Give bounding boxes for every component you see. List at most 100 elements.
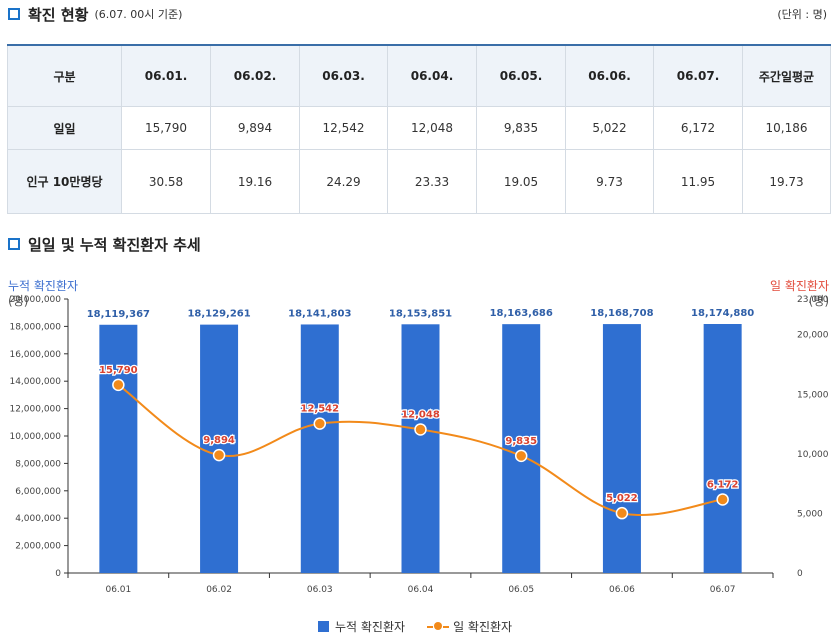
bar-value-label: 18,163,686 xyxy=(490,308,553,319)
line-value-label: 9,835 xyxy=(505,436,537,447)
bar-value-label: 18,129,261 xyxy=(187,309,250,320)
right-tick-label: 5,000 xyxy=(797,509,823,519)
bar xyxy=(200,324,239,573)
left-tick-label: 8,000,000 xyxy=(15,459,61,469)
bar xyxy=(401,324,440,573)
bar xyxy=(502,324,541,573)
left-tick-label: 10,000,000 xyxy=(9,432,61,442)
table-cell: 6,172 xyxy=(653,106,743,150)
chart-legend: 누적 확진환자 일 확진환자 xyxy=(318,618,512,635)
line-value-label: 15,790 xyxy=(99,365,138,376)
left-tick-label: 12,000,000 xyxy=(9,405,61,415)
section-title: 일일 및 누적 확진환자 추세 xyxy=(28,235,201,254)
left-tick-label: 14,000,000 xyxy=(9,377,61,387)
table-cell: 30.58 xyxy=(121,149,211,214)
left-tick-label: 4,000,000 xyxy=(15,514,61,524)
table-header: 구분 xyxy=(7,44,122,107)
table-header: 06.02. xyxy=(210,44,300,107)
left-tick-label: 6,000,000 xyxy=(15,487,61,497)
chart-axes: 0 2,000,000 4,000,000 6,000,000 8,000,000 10,… xyxy=(9,295,828,595)
line-point xyxy=(414,423,427,436)
section-header-trend: 일일 및 누적 확진환자 추세 xyxy=(8,234,201,254)
unit-note: (단위 : 명) xyxy=(777,8,827,21)
chart-labels: 18,119,367 18,129,261 18,141,803 18,153,851… xyxy=(87,308,755,505)
line-point xyxy=(112,378,125,392)
left-axis-unit: (명) xyxy=(8,294,29,308)
line-point xyxy=(514,449,528,463)
section-header-status: 확진 현황 (6.07. 00시 기준) xyxy=(8,4,182,24)
line-value-label: 12,048 xyxy=(401,409,440,420)
table-header: 06.06. xyxy=(565,44,654,107)
line-point xyxy=(313,417,327,430)
x-tick-label: 06.03 xyxy=(307,585,333,595)
table-cell: 11.95 xyxy=(653,149,743,214)
left-tick-label: 0 xyxy=(55,569,61,579)
table-header-row: 구분 06.01. 06.02. 06.03. 06.04. 06.05. 06… xyxy=(7,44,831,107)
line-point xyxy=(615,506,629,520)
table-cell: 12,542 xyxy=(299,106,388,150)
table-cell: 19.16 xyxy=(210,149,300,214)
left-tick-label: 2,000,000 xyxy=(15,542,61,552)
left-tick-label: 18,000,000 xyxy=(9,322,61,332)
table-cell: 19.05 xyxy=(476,149,566,214)
x-tick-label: 06.06 xyxy=(609,585,635,595)
chart-line xyxy=(112,378,729,520)
x-tick-label: 06.02 xyxy=(206,585,232,595)
x-tick-label: 06.05 xyxy=(508,585,534,595)
table-header: 06.04. xyxy=(387,44,477,107)
right-tick-label: 10,000 xyxy=(797,450,829,460)
legend-bar-swatch xyxy=(318,621,329,632)
table-row: 인구 10만명당 30.58 19.16 24.29 23.33 19.05 9… xyxy=(7,149,831,214)
line-value-label: 6,172 xyxy=(707,479,739,490)
row-label: 인구 10만명당 xyxy=(7,149,122,214)
row-label: 일일 xyxy=(7,106,122,150)
table-header: 06.05. xyxy=(476,44,566,107)
table-cell: 19.73 xyxy=(742,149,831,214)
square-bullet-icon xyxy=(8,8,20,20)
line-value-label: 9,894 xyxy=(203,435,235,446)
bar-value-label: 18,153,851 xyxy=(389,308,452,319)
right-tick-label: 15,000 xyxy=(797,390,829,400)
table-cell: 23.33 xyxy=(387,149,477,214)
square-bullet-icon xyxy=(8,238,20,250)
bar xyxy=(99,324,138,573)
status-table: 구분 06.01. 06.02. 06.03. 06.04. 06.05. 06… xyxy=(7,44,831,214)
right-tick-label: 20,000 xyxy=(797,331,829,341)
x-tick-label: 06.01 xyxy=(105,585,131,595)
bar xyxy=(703,324,742,573)
line-value-label: 5,022 xyxy=(606,493,638,504)
chart-bars xyxy=(99,324,742,573)
left-axis-title: 누적 확진환자 (명) xyxy=(8,279,78,309)
left-tick-label: 20,000,000 xyxy=(9,295,61,305)
x-tick-label: 06.07 xyxy=(710,585,736,595)
table-header: 06.07. xyxy=(653,44,743,107)
bar-value-label: 18,168,708 xyxy=(590,308,653,319)
right-axis-label: 일 확진환자 xyxy=(769,279,829,293)
bar-value-label: 18,141,803 xyxy=(288,308,351,319)
table-cell: 10,186 xyxy=(742,106,831,150)
bar-value-label: 18,119,367 xyxy=(87,309,150,320)
bar-value-label: 18,174,880 xyxy=(691,308,754,319)
section-subtitle: (6.07. 00시 기준) xyxy=(94,8,183,21)
table-header: 06.01. xyxy=(121,44,211,107)
table-cell: 9,894 xyxy=(210,106,300,150)
left-tick-label: 16,000,000 xyxy=(9,350,61,360)
legend-bar-label: 누적 확진환자 xyxy=(335,620,406,634)
table-cell: 15,790 xyxy=(121,106,211,150)
right-tick-label: 23,000 xyxy=(797,295,829,305)
table-cell: 24.29 xyxy=(299,149,388,214)
left-axis-label: 누적 확진환자 xyxy=(8,279,79,293)
line-point xyxy=(716,493,729,506)
section-title: 확진 현황 xyxy=(28,5,89,24)
right-axis-unit: (명) xyxy=(808,294,829,308)
right-axis-title: 일 확진환자 (명) xyxy=(770,279,829,309)
table-cell: 9.73 xyxy=(565,149,654,214)
line-point xyxy=(212,448,226,462)
legend-line-label: 일 확진환자 xyxy=(453,620,513,634)
legend-line-swatch xyxy=(427,621,450,632)
bar xyxy=(602,324,641,573)
line-value-label: 12,542 xyxy=(300,404,339,415)
x-tick-label: 06.04 xyxy=(408,585,434,595)
right-tick-label: 0 xyxy=(797,569,803,579)
